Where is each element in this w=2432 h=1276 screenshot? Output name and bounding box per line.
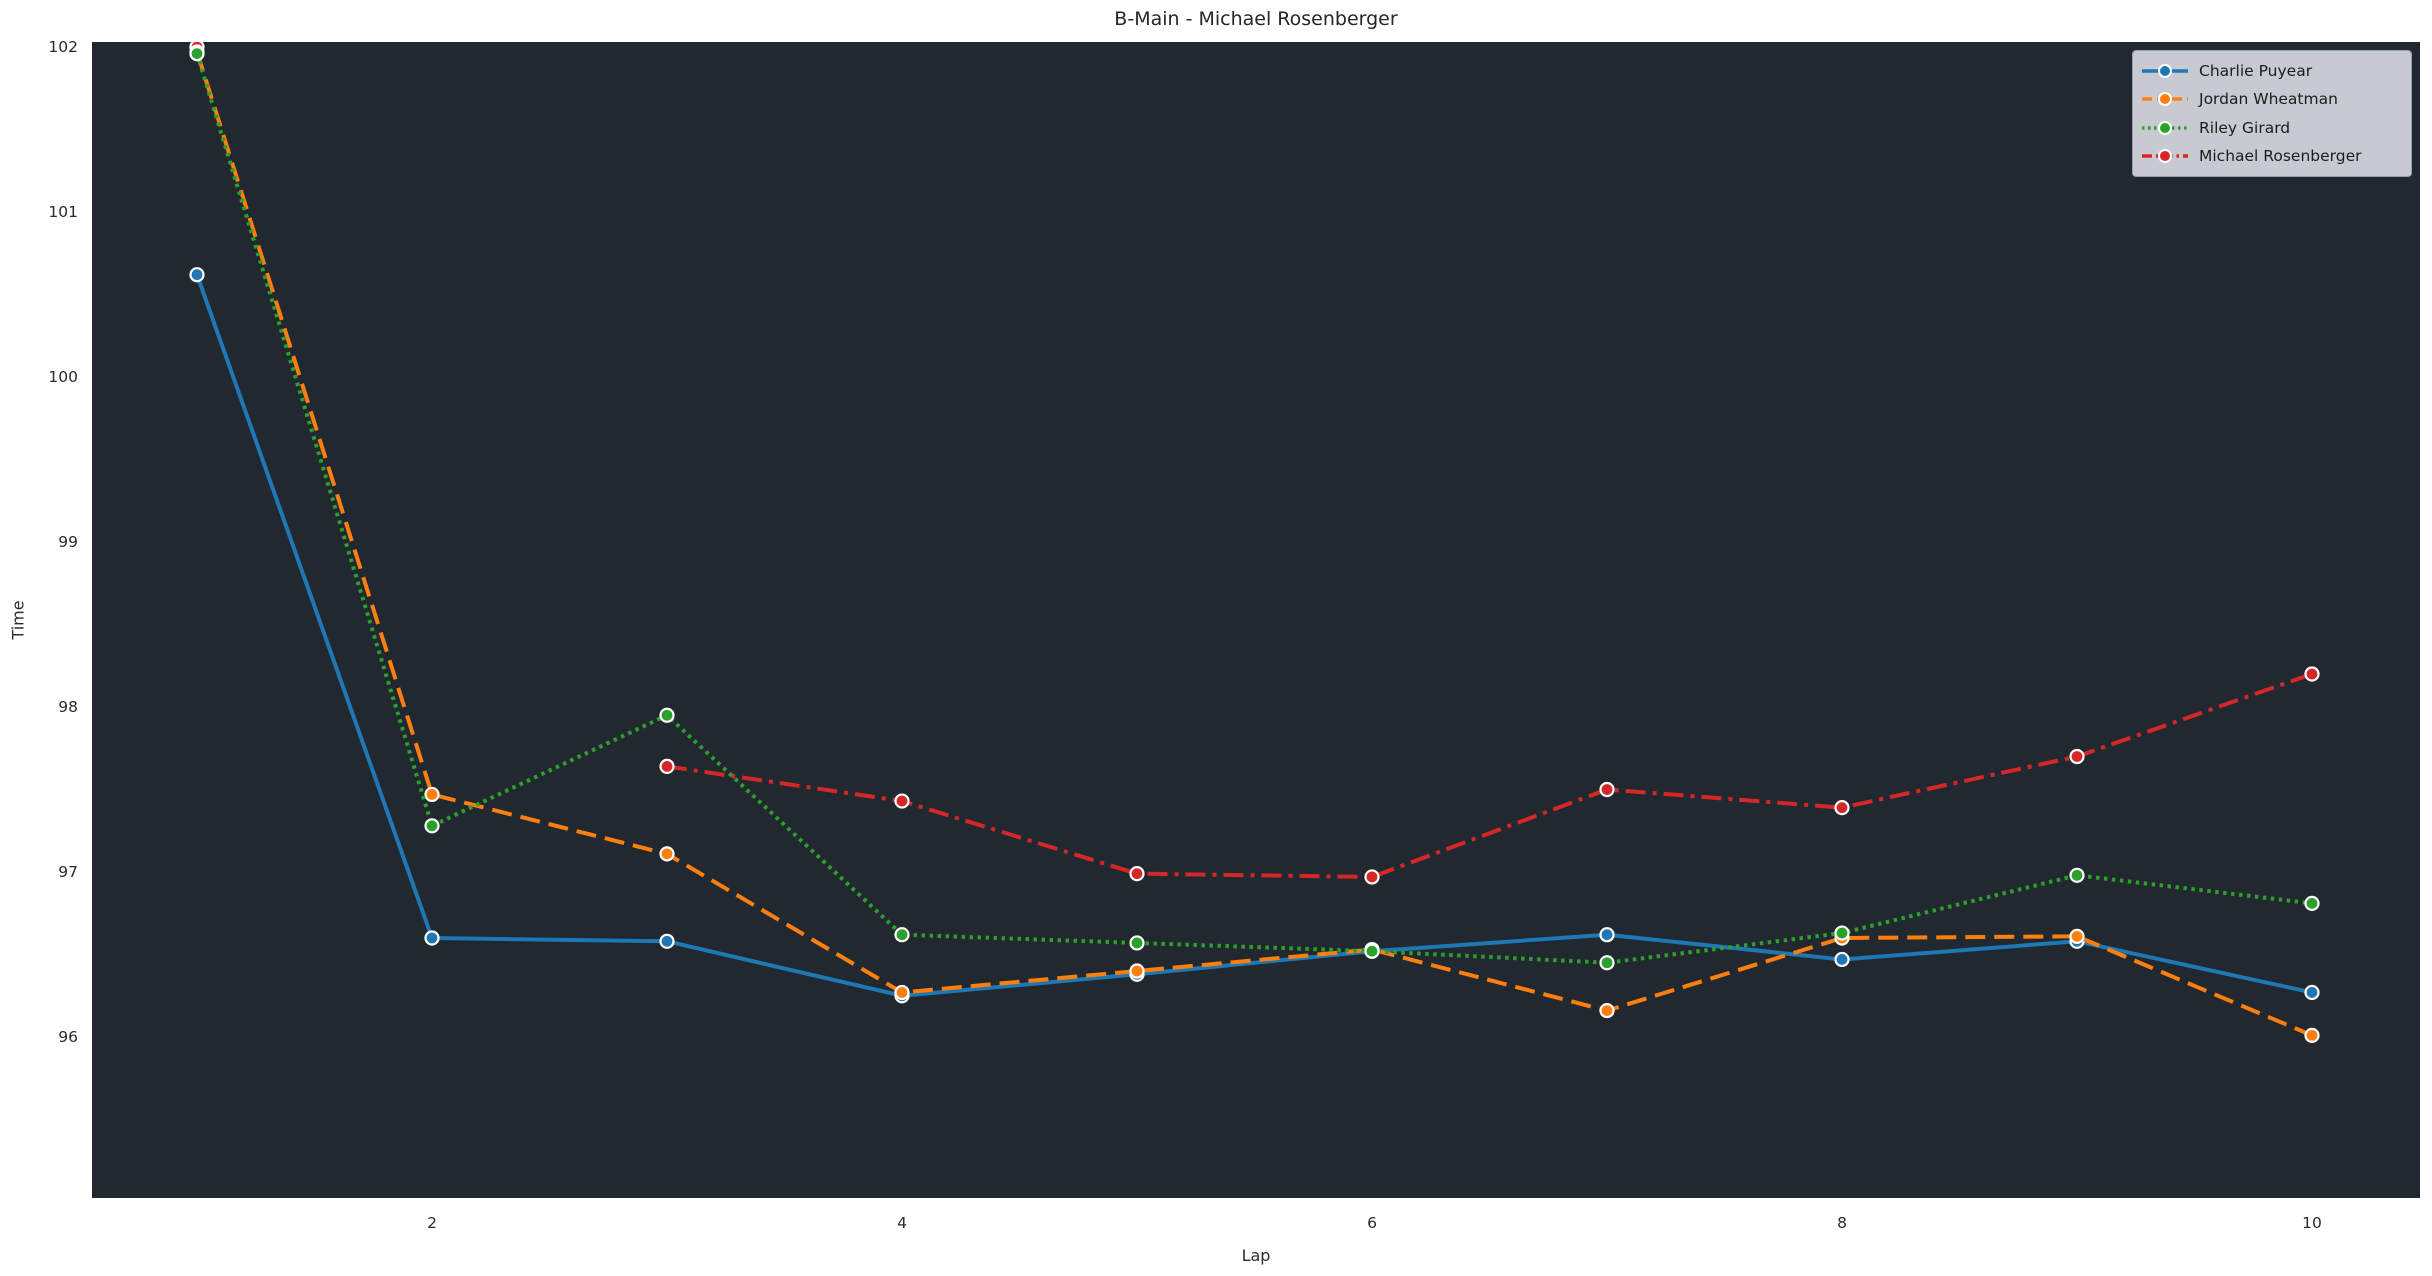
legend-swatch-riley-girard — [2142, 120, 2188, 135]
x-tick-label: 10 — [2302, 1214, 2322, 1232]
series-line-riley-girard — [195, 53, 2313, 965]
data-point-riley-girard-lap-1 — [189, 45, 205, 62]
data-point-riley-girard-lap-10 — [2304, 895, 2320, 911]
data-point-jordan-wheatman-lap-2 — [424, 786, 440, 803]
legend-marker-sample — [2158, 120, 2172, 135]
legend-swatch-charlie-puyear — [2142, 64, 2188, 79]
data-point-jordan-wheatman-lap-5 — [1129, 963, 1145, 979]
data-point-charlie-puyear-lap-3 — [659, 933, 675, 949]
x-tick-label: 8 — [1837, 1214, 1847, 1232]
legend-item-charlie-puyear: Charlie Puyear — [2141, 57, 2401, 85]
legend-item-michael-rosenberger: Michael Rosenberger — [2141, 142, 2401, 170]
data-point-riley-girard-lap-2 — [424, 818, 440, 834]
y-tick-label: 96 — [58, 1028, 78, 1046]
x-axis-label: Lap — [1242, 1246, 1271, 1265]
legend: Charlie Puyear Jordan Wheatman Riley Girar… — [2132, 50, 2412, 177]
y-tick-label: 97 — [58, 863, 78, 881]
y-tick-label: 102 — [48, 38, 78, 56]
data-point-charlie-puyear-lap-1 — [189, 267, 205, 283]
legend-label: Jordan Wheatman — [2199, 90, 2338, 109]
data-point-riley-girard-lap-4 — [894, 927, 910, 943]
legend-item-riley-girard: Riley Girard — [2141, 114, 2401, 142]
y-tick-label: 101 — [48, 203, 78, 221]
data-point-michael-rosenberger-lap-5 — [1129, 866, 1145, 882]
legend-marker-sample — [2158, 64, 2172, 79]
data-point-jordan-wheatman-lap-7 — [1599, 1002, 1615, 1019]
data-point-michael-rosenberger-lap-9 — [2069, 748, 2085, 765]
data-point-riley-girard-lap-5 — [1129, 935, 1145, 951]
y-tick-label: 99 — [58, 533, 78, 551]
legend-marker-sample — [2158, 92, 2172, 107]
data-point-riley-girard-lap-6 — [1364, 943, 1380, 959]
data-point-michael-rosenberger-lap-6 — [1364, 869, 1380, 885]
data-point-charlie-puyear-lap-10 — [2304, 984, 2320, 1001]
x-tick-label: 4 — [897, 1214, 907, 1232]
series-line-michael-rosenberger — [666, 672, 2313, 879]
legend-label: Riley Girard — [2199, 118, 2291, 137]
data-point-riley-girard-lap-3 — [659, 707, 675, 723]
legend-label: Michael Rosenberger — [2199, 146, 2362, 165]
data-point-charlie-puyear-lap-2 — [424, 930, 440, 946]
data-point-michael-rosenberger-lap-10 — [2304, 666, 2320, 682]
data-point-michael-rosenberger-lap-3 — [659, 758, 675, 775]
y-axis-label: Time — [9, 600, 28, 640]
data-point-jordan-wheatman-lap-10 — [2304, 1027, 2320, 1043]
legend-swatch-michael-rosenberger — [2142, 148, 2188, 163]
legend-item-jordan-wheatman: Jordan Wheatman — [2141, 85, 2401, 113]
data-point-charlie-puyear-lap-7 — [1599, 927, 1615, 943]
x-tick-label: 2 — [427, 1214, 437, 1232]
data-point-riley-girard-lap-7 — [1599, 955, 1615, 971]
legend-marker-sample — [2158, 148, 2172, 163]
data-point-charlie-puyear-lap-8 — [1834, 951, 1850, 968]
data-point-michael-rosenberger-lap-8 — [1834, 800, 1850, 816]
data-point-michael-rosenberger-lap-4 — [894, 793, 910, 809]
series-line-jordan-wheatman — [195, 51, 2313, 1038]
data-point-jordan-wheatman-lap-3 — [659, 846, 675, 862]
y-tick-label: 100 — [48, 368, 78, 386]
data-point-riley-girard-lap-8 — [1834, 925, 1850, 941]
legend-swatch-jordan-wheatman — [2142, 92, 2188, 107]
data-point-riley-girard-lap-9 — [2069, 867, 2085, 883]
series-line-charlie-puyear — [195, 274, 2313, 998]
plot-background — [92, 42, 2420, 1198]
data-point-jordan-wheatman-lap-9 — [2069, 928, 2085, 944]
series-group — [189, 42, 2320, 1043]
data-point-michael-rosenberger-lap-7 — [1599, 781, 1615, 798]
data-point-jordan-wheatman-lap-4 — [894, 984, 910, 1001]
chart-title: B-Main - Michael Rosenberger — [1114, 8, 1398, 30]
y-tick-label: 98 — [58, 698, 78, 716]
x-tick-label: 6 — [1367, 1214, 1377, 1232]
legend-label: Charlie Puyear — [2199, 62, 2313, 81]
